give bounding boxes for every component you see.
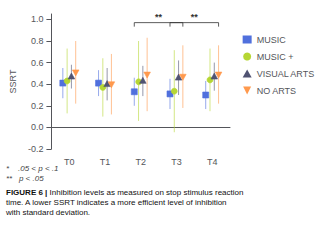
svg-text:0.6: 0.6 bbox=[31, 58, 44, 68]
svg-text:* .05 < p < .1: * .05 < p < .1 bbox=[6, 164, 58, 173]
svg-text:NO ARTS: NO ARTS bbox=[257, 86, 296, 96]
svg-text:1.0: 1.0 bbox=[31, 14, 44, 24]
svg-text:0.4: 0.4 bbox=[31, 79, 44, 89]
svg-text:FIGURE 6 |: FIGURE 6 | bbox=[6, 188, 50, 197]
svg-text:0.8: 0.8 bbox=[31, 36, 44, 46]
svg-text:T2: T2 bbox=[135, 157, 146, 167]
svg-text:**: ** bbox=[155, 12, 163, 22]
svg-text:with standard deviation.: with standard deviation. bbox=[5, 208, 90, 217]
svg-text:** p < .05: ** p < .05 bbox=[6, 174, 44, 183]
svg-text:**: ** bbox=[191, 12, 199, 22]
svg-text:Inhibition levels as measured: Inhibition levels as measured on stop st… bbox=[50, 188, 246, 197]
svg-text:VISUAL ARTS: VISUAL ARTS bbox=[257, 69, 315, 79]
svg-text:0.0: 0.0 bbox=[31, 122, 44, 132]
svg-text:-0.2: -0.2 bbox=[28, 144, 44, 154]
svg-text:0.2: 0.2 bbox=[31, 101, 44, 111]
svg-text:T4: T4 bbox=[207, 157, 218, 167]
svg-text:time. A lower SSRT indicates a: time. A lower SSRT indicates a more effi… bbox=[6, 198, 229, 207]
svg-text:MUSIC +: MUSIC + bbox=[257, 52, 294, 62]
svg-text:T3: T3 bbox=[171, 157, 182, 167]
svg-text:T0: T0 bbox=[64, 157, 75, 167]
svg-text:T1: T1 bbox=[100, 157, 111, 167]
svg-text:SSRT: SSRT bbox=[8, 69, 18, 93]
svg-text:MUSIC: MUSIC bbox=[257, 35, 287, 45]
